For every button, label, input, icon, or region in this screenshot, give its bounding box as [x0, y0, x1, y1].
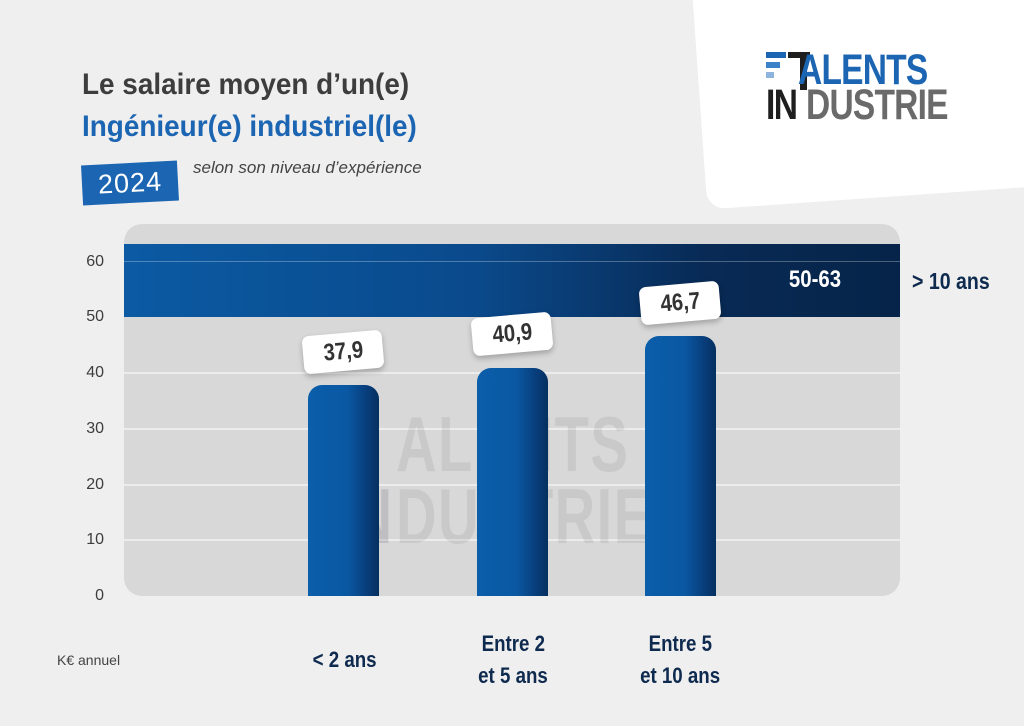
bar-under-2-years — [308, 385, 379, 596]
y-tick-30: 30 — [86, 420, 104, 437]
logo-t-stem — [800, 52, 807, 90]
y-axis-unit-label: K€ annuel — [57, 652, 121, 668]
logo-word-industrie: DUSTRIE — [806, 81, 949, 129]
y-tick-20: 20 — [86, 476, 104, 493]
y-tick-10: 10 — [86, 531, 104, 548]
value-label-5-to-10-years: 46,7 — [638, 280, 722, 326]
subtitle: selon son niveau d’expérience — [193, 158, 422, 177]
y-tick-40: 40 — [86, 364, 104, 381]
value-label-under-2-years: 37,9 — [301, 329, 385, 375]
y-tick-50: 50 — [86, 308, 104, 325]
logo-word-talents: ALENTS — [798, 46, 928, 94]
y-tick-0: 0 — [95, 587, 104, 604]
talents-industrie-logo: ALENTS IN DUSTRIE — [766, 46, 966, 130]
title-line-1: Le salaire moyen d’un(e) — [82, 68, 410, 101]
year-badge: 2024 — [81, 160, 179, 206]
range-band-over-10-years — [124, 244, 900, 317]
x-label-5-to-10-years: Entre 5 et 10 ans — [639, 631, 721, 688]
bar-2-to-5-years — [477, 368, 548, 596]
x-label-2-to-5-years: Entre 2 et 5 ans — [478, 631, 548, 688]
range-band-value: 50-63 — [788, 266, 842, 293]
logo-t-bar — [788, 52, 810, 58]
x-label-under-2-years: < 2 ans — [313, 647, 377, 672]
range-band-category: > 10 ans — [912, 268, 990, 294]
y-tick-60: 60 — [86, 253, 104, 270]
bar-5-to-10-years — [645, 336, 716, 596]
title-line-2: Ingénieur(e) industriel(le) — [82, 110, 417, 143]
value-label-2-to-5-years: 40,9 — [470, 311, 554, 357]
logo-letters-in: IN — [766, 81, 798, 129]
gridline-60 — [124, 261, 900, 262]
